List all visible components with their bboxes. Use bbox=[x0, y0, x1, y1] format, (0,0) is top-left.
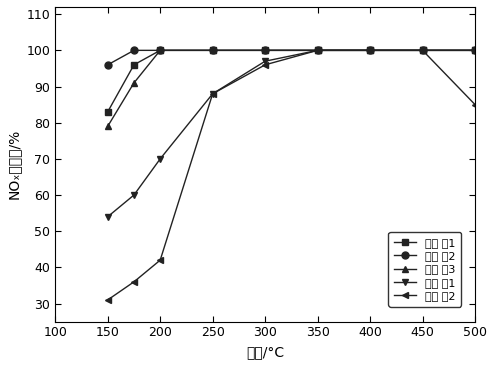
对比 例1 bbox=[105, 214, 111, 219]
对比 例1 bbox=[157, 157, 163, 161]
Legend: 实施 例1, 实施 例2, 实施 例3, 对比 例1, 对比 例2: 实施 例1, 实施 例2, 实施 例3, 对比 例1, 对比 例2 bbox=[388, 232, 461, 307]
对比 例1 bbox=[210, 92, 216, 96]
实施 例1 bbox=[262, 48, 268, 53]
实施 例3 bbox=[157, 48, 163, 53]
对比 例1 bbox=[419, 48, 425, 53]
对比 例2 bbox=[472, 102, 478, 107]
对比 例2 bbox=[105, 298, 111, 302]
对比 例2 bbox=[157, 258, 163, 262]
实施 例3 bbox=[419, 48, 425, 53]
Line: 对比 例1: 对比 例1 bbox=[104, 47, 479, 220]
实施 例3 bbox=[262, 48, 268, 53]
对比 例2 bbox=[262, 63, 268, 67]
Line: 实施 例1: 实施 例1 bbox=[104, 47, 479, 115]
对比 例2 bbox=[419, 48, 425, 53]
实施 例3 bbox=[315, 48, 321, 53]
实施 例1 bbox=[157, 48, 163, 53]
对比 例1 bbox=[472, 48, 478, 53]
实施 例2 bbox=[472, 48, 478, 53]
实施 例1 bbox=[419, 48, 425, 53]
对比 例2 bbox=[367, 48, 373, 53]
实施 例2 bbox=[131, 48, 137, 53]
实施 例1 bbox=[131, 63, 137, 67]
实施 例2 bbox=[157, 48, 163, 53]
实施 例1 bbox=[210, 48, 216, 53]
Line: 实施 例3: 实施 例3 bbox=[104, 47, 479, 130]
实施 例1 bbox=[472, 48, 478, 53]
实施 例3 bbox=[367, 48, 373, 53]
实施 例2 bbox=[105, 63, 111, 67]
对比 例1 bbox=[131, 193, 137, 197]
实施 例1 bbox=[315, 48, 321, 53]
对比 例1 bbox=[315, 48, 321, 53]
Line: 对比 例2: 对比 例2 bbox=[104, 47, 479, 303]
实施 例2 bbox=[419, 48, 425, 53]
Line: 实施 例2: 实施 例2 bbox=[104, 47, 479, 68]
Y-axis label: NOₓ转化率/%: NOₓ转化率/% bbox=[7, 129, 21, 199]
对比 例1 bbox=[262, 59, 268, 63]
实施 例1 bbox=[367, 48, 373, 53]
实施 例3 bbox=[210, 48, 216, 53]
实施 例2 bbox=[315, 48, 321, 53]
对比 例1 bbox=[367, 48, 373, 53]
实施 例3 bbox=[472, 48, 478, 53]
实施 例2 bbox=[262, 48, 268, 53]
实施 例1 bbox=[105, 110, 111, 114]
对比 例2 bbox=[131, 280, 137, 284]
实施 例2 bbox=[367, 48, 373, 53]
实施 例3 bbox=[131, 81, 137, 85]
对比 例2 bbox=[210, 92, 216, 96]
X-axis label: 温度/°C: 温度/°C bbox=[246, 345, 284, 359]
实施 例3 bbox=[105, 124, 111, 128]
实施 例2 bbox=[210, 48, 216, 53]
对比 例2 bbox=[315, 48, 321, 53]
